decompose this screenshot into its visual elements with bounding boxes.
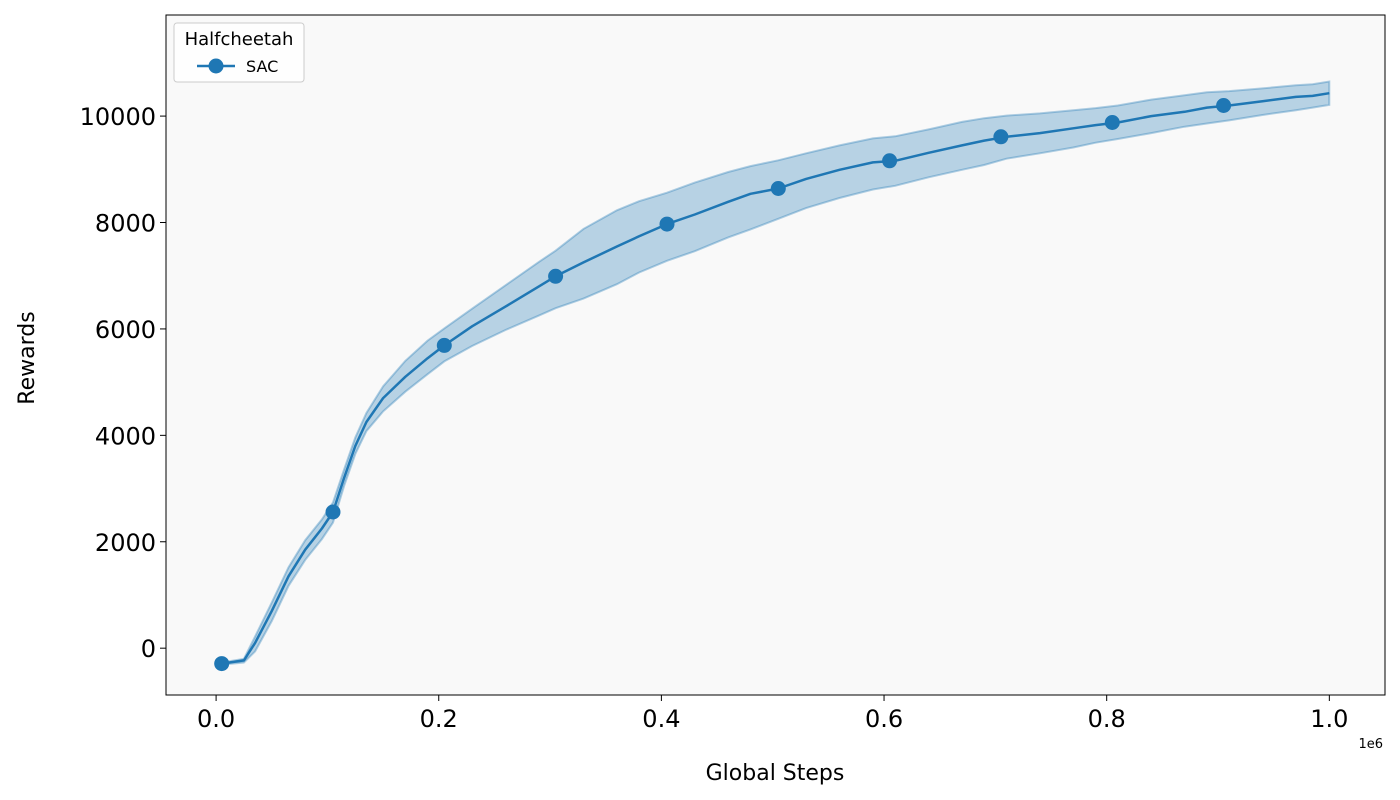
y-tick-label: 2000: [95, 529, 156, 557]
data-point-marker-0: [214, 656, 230, 672]
confidence-band-0: [220, 80, 1331, 666]
data-point-marker-7: [993, 129, 1009, 145]
legend-title: Halfcheetah: [185, 29, 294, 50]
x-axis-label: Global Steps: [706, 761, 845, 786]
x-tick-label: 0.8: [1088, 705, 1126, 733]
y-axis-ticks: 0 2000 4000 6000 8000 10000: [80, 103, 166, 663]
y-tick-label: 8000: [95, 210, 156, 238]
x-axis-offset-label: 1e6: [1358, 737, 1383, 752]
legend: Halfcheetah SAC: [173, 22, 305, 83]
x-tick-label: 1.0: [1310, 705, 1348, 733]
x-tick-label: 0.4: [642, 705, 680, 733]
plot-area-frame: [165, 14, 1386, 696]
data-point-marker-1: [325, 504, 341, 520]
legend-entry-sac: SAC: [246, 57, 278, 76]
plot-area-background: [166, 15, 1385, 695]
data-point-marker-8: [1104, 115, 1120, 130]
legend-marker-sample: [208, 58, 224, 74]
data-point-marker-4: [659, 216, 675, 232]
y-axis-label: Rewards: [15, 311, 40, 404]
confidence-band-layer: [220, 80, 1331, 666]
y-tick-label: 6000: [95, 316, 156, 344]
data-point-marker-2: [436, 337, 452, 353]
y-tick-label: 4000: [95, 422, 156, 450]
data-point-marker-9: [1216, 98, 1232, 113]
x-tick-label: 0.2: [420, 705, 458, 733]
y-tick-label: 10000: [80, 103, 156, 131]
x-axis-ticks: 0.0 0.2 0.4 0.6 0.8 1.0: [197, 695, 1348, 733]
data-point-marker-5: [770, 181, 786, 196]
x-tick-label: 0.0: [197, 705, 235, 733]
data-point-marker-3: [548, 268, 564, 284]
series-line-0: [221, 91, 1330, 665]
series-line-layer: [221, 91, 1330, 665]
data-point-marker-6: [882, 153, 898, 169]
y-tick-label: 0: [141, 635, 156, 663]
series-marker-layer: [214, 98, 1232, 672]
x-tick-label: 0.6: [865, 705, 903, 733]
